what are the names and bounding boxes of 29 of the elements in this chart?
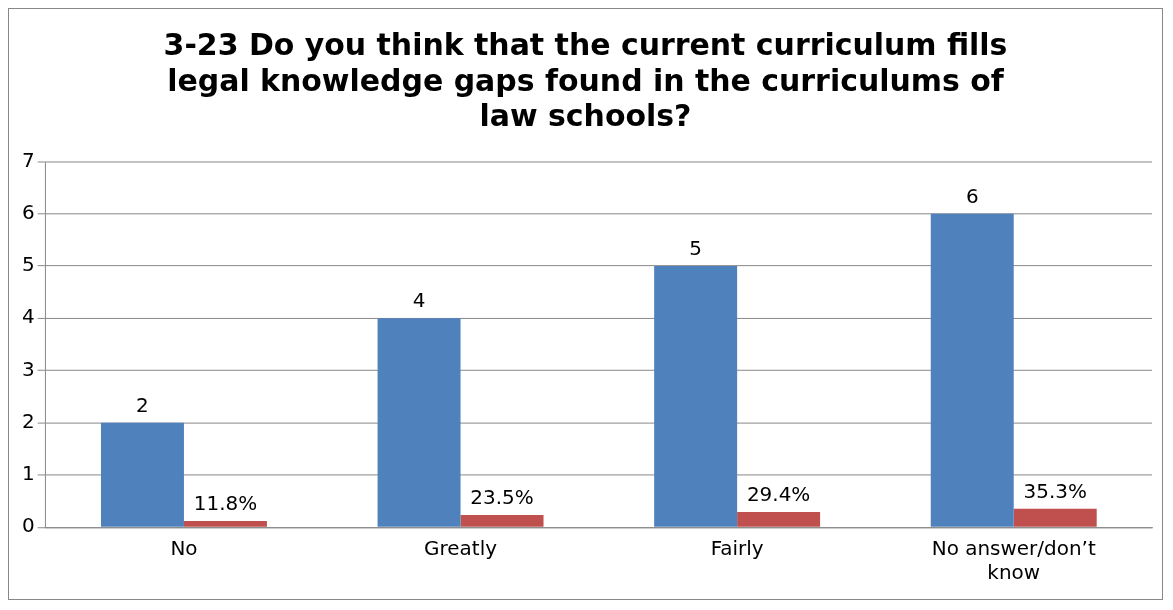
data-label: 4: [412, 288, 426, 313]
y-tick-label: 3: [21, 356, 35, 381]
y-tick-label: 2: [21, 408, 35, 433]
data-label: 6: [965, 183, 979, 208]
bar: [377, 318, 461, 527]
x-tick-label: Greatly: [424, 536, 498, 561]
bar: [737, 511, 821, 527]
x-tick-label: No: [170, 536, 198, 561]
chart-title: 3-23 Do you think that the current curriculum fills legal knowledge gaps found in the curriculums of law schools?: [163, 26, 1008, 134]
y-tick-label: 7: [21, 147, 35, 172]
y-tick-label: 1: [21, 461, 35, 486]
bar: [654, 265, 738, 527]
data-label: 11.8%: [193, 491, 258, 516]
y-tick-label: 6: [21, 199, 35, 224]
y-tick-label: 5: [21, 252, 35, 277]
x-tick-label: Fairly: [710, 536, 764, 561]
bar: [100, 422, 184, 527]
y-tick-label: 0: [21, 513, 35, 538]
data-label: 5: [689, 236, 702, 261]
data-label: 35.3%: [1023, 479, 1087, 504]
data-label: 23.5%: [470, 485, 534, 510]
x-tick-label: No answer/don’t know: [931, 536, 1096, 585]
data-label: 2: [136, 393, 149, 417]
data-label: 29.4%: [746, 482, 811, 507]
y-tick-label: 4: [21, 304, 35, 329]
bar: [183, 521, 267, 527]
bar: [460, 514, 544, 527]
bar: [930, 213, 1014, 527]
bar: [1013, 508, 1097, 527]
